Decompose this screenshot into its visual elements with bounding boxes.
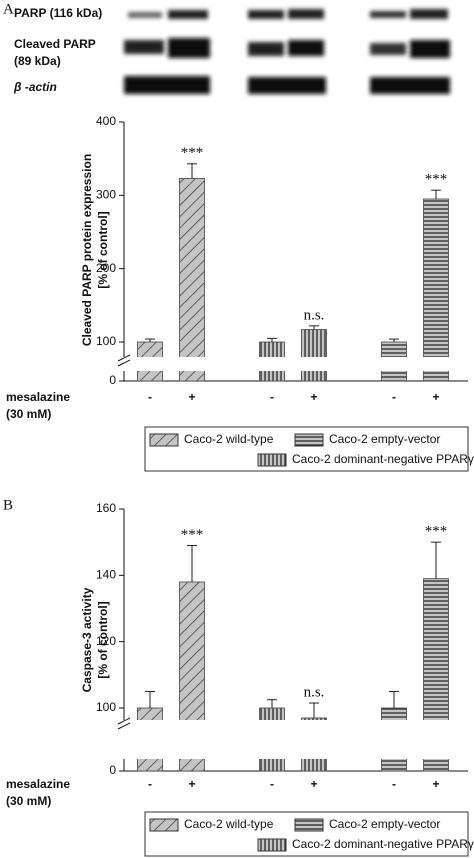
y-axis-label: Cleaved PARP protein expression <box>80 154 94 346</box>
blot-label: PARP (116 kDa) <box>14 6 102 20</box>
bar <box>423 198 449 382</box>
y-tick-label: 140 <box>96 568 116 582</box>
y-tick-label: 200 <box>96 261 116 275</box>
x-tick-label: - <box>148 777 152 791</box>
x-axis-label: (30 mM) <box>6 407 51 421</box>
bar <box>301 329 327 382</box>
legend-swatch <box>257 838 287 852</box>
y-tick-label: 400 <box>96 114 116 128</box>
legend-swatch <box>294 818 324 832</box>
legend-label: Caco-2 wild-type <box>184 817 274 831</box>
x-tick-label: - <box>392 390 396 404</box>
x-tick-label: - <box>148 390 152 404</box>
legend-swatch <box>149 818 179 832</box>
axis-break <box>126 357 470 371</box>
blot-label: β -actin <box>13 80 57 94</box>
x-tick-label: + <box>188 390 195 404</box>
blot-label: (89 kDa) <box>14 54 61 68</box>
legend-label: Caco-2 wild-type <box>184 432 274 446</box>
bar <box>179 178 205 382</box>
annotation: *** <box>425 524 448 540</box>
axis-break-mark <box>117 354 131 362</box>
legend-label: Caco-2 dominant-negative PPARγ <box>292 452 474 466</box>
annotation: *** <box>425 172 448 188</box>
western-blot <box>124 9 450 94</box>
legend-label: Caco-2 dominant-negative PPARγ <box>292 837 474 851</box>
x-tick-label: - <box>392 777 396 791</box>
legend-swatch <box>149 433 179 447</box>
blot-label: Cleaved PARP <box>14 37 96 51</box>
panel-label: B <box>3 497 13 513</box>
y-axis-label: [% of control] <box>96 601 110 678</box>
y-tick-label: 300 <box>96 188 116 202</box>
legend-label: Caco-2 empty-vector <box>329 432 440 446</box>
x-tick-label: - <box>270 777 274 791</box>
axis-break-mark <box>117 359 131 367</box>
x-tick-label: + <box>432 777 439 791</box>
y-tick-label: 120 <box>96 634 116 648</box>
x-tick-label: + <box>310 777 317 791</box>
x-tick-label: + <box>188 777 195 791</box>
annotation: *** <box>181 527 204 543</box>
y-tick-label: 0 <box>109 373 116 387</box>
axis-break-mark <box>117 717 131 725</box>
axis-break-mark <box>117 722 131 730</box>
panel-label: A <box>3 1 14 17</box>
y-tick-label: 100 <box>96 334 116 348</box>
legend-label: Caco-2 empty-vector <box>329 817 440 831</box>
x-axis-label: mesalazine <box>6 777 70 791</box>
annotation: n.s. <box>304 684 325 700</box>
x-tick-label: + <box>310 390 317 404</box>
y-axis-label: [% of control] <box>96 211 110 288</box>
y-tick-label: 100 <box>96 700 116 714</box>
x-tick-label: - <box>270 390 274 404</box>
y-tick-label: 0 <box>109 763 116 777</box>
y-axis-label: Caspase-3 activity <box>80 587 94 692</box>
axis-break <box>126 720 470 759</box>
y-tick-label: 160 <box>96 501 116 515</box>
annotation: *** <box>181 145 204 161</box>
annotation: n.s. <box>304 307 325 323</box>
legend-swatch <box>294 433 324 447</box>
x-axis-label: (30 mM) <box>6 794 51 808</box>
x-axis-label: mesalazine <box>6 390 70 404</box>
x-tick-label: + <box>432 390 439 404</box>
legend-swatch <box>257 453 287 467</box>
